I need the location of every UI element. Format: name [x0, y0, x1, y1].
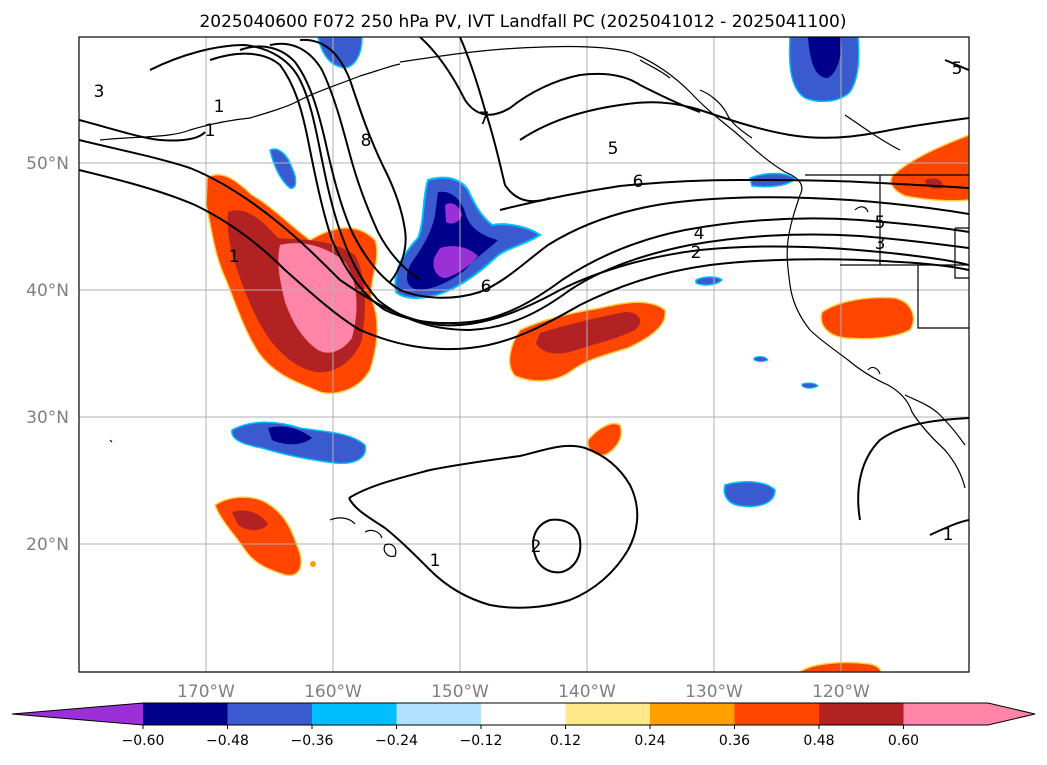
colorbar-tick-label: 0.36 [719, 733, 750, 749]
positive-core-hawaii-west [232, 510, 268, 531]
contour-label: 8 [361, 131, 372, 151]
colorbar-segment [312, 703, 397, 725]
contour-label: 1 [430, 551, 441, 571]
lat-label: 50°N [26, 154, 69, 174]
negative-core-subtropical-west [268, 426, 312, 445]
negative-small-3 [801, 382, 819, 389]
lon-label: 150°W [431, 682, 489, 702]
lon-label: 140°W [558, 682, 616, 702]
colorbar-tick-label: −0.36 [291, 733, 334, 749]
negative-small-subtropical-east [723, 480, 776, 508]
negative-small-gulf [269, 148, 297, 189]
contour-label: 3 [875, 234, 886, 254]
contour-label: 7 [479, 109, 490, 129]
contour-label: 1 [943, 525, 954, 545]
colorbar-tick-label: −0.24 [375, 733, 418, 749]
pv-contours [79, 37, 969, 609]
contour-label: 5 [608, 139, 619, 159]
lon-label: 170°W [177, 682, 235, 702]
colorbar-extend-min [12, 703, 143, 725]
latitude-labels: 50°N 40°N 30°N 20°N [26, 154, 69, 555]
colorbar-segment [481, 703, 566, 725]
colorbar-segment [143, 703, 228, 725]
gridlines [79, 37, 969, 672]
contour-label: 3 [94, 82, 105, 102]
lat-label: 30°N [26, 408, 69, 428]
contour-label: 2 [691, 243, 702, 263]
colorbar-tick-label: 0.60 [888, 733, 919, 749]
positive-region-california [820, 296, 915, 340]
colorbar-segment [396, 703, 482, 725]
negative-small-2 [753, 356, 769, 362]
lon-label: 130°W [685, 682, 743, 702]
colorbar-extend-max [988, 703, 1035, 725]
contour-label: 6 [633, 172, 644, 192]
colorbar-tick-label: 0.48 [803, 733, 834, 749]
negative-core-purple [433, 246, 478, 278]
colorbar-tick-label: 0.12 [550, 733, 581, 749]
figure-title: 2025040600 F072 250 hPa PV, IVT Landfall… [199, 12, 846, 32]
colorbar: −0.60 −0.48 −0.36 −0.24 −0.12 0.12 0.24 0.36 0.4… [11, 702, 1036, 749]
contour-label: 4 [694, 224, 705, 244]
positive-dot [310, 561, 316, 567]
contour-label: 5 [875, 213, 886, 233]
negative-core-purple-2 [445, 203, 462, 224]
colorbar-tick-label: −0.12 [460, 733, 503, 749]
lat-label: 20°N [26, 535, 69, 555]
contour-label: 1 [214, 97, 225, 117]
colorbar-segment [565, 703, 651, 725]
colorbar-tick-label: 0.24 [634, 733, 665, 749]
colorbar-tick-label: −0.48 [206, 733, 249, 749]
contour-label: 1 [229, 247, 240, 267]
contour-label: 5 [952, 59, 963, 79]
colorbar-segment [819, 703, 904, 725]
positive-bottom-edge [798, 661, 882, 672]
lat-label: 40°N [26, 281, 69, 301]
negative-core-alaska-panhandle [808, 37, 842, 78]
positive-core-east [536, 312, 641, 354]
negative-core-navy [406, 191, 498, 290]
contour-label: 1 [205, 121, 216, 141]
colorbar-segment [227, 703, 313, 725]
colorbar-tick-label: −0.60 [122, 733, 165, 749]
lon-label: 120°W [812, 682, 870, 702]
contour-labels: 3 1 1 8 7 5 6 5 4 3 2 6 1 2 1 1 5 [94, 59, 963, 571]
map-panel: 3 1 1 8 7 5 6 5 4 3 2 6 1 2 1 1 5 [79, 37, 969, 672]
negative-small-1 [695, 276, 724, 286]
colorbar-segment [903, 703, 989, 725]
colorbar-segment [650, 703, 735, 725]
lon-label: 160°W [304, 682, 362, 702]
contour-label: 6 [481, 277, 492, 297]
contour-label: 2 [531, 537, 542, 557]
coastlines [99, 45, 969, 557]
map-border [78, 36, 970, 673]
longitude-labels: 170°W 160°W 150°W 140°W 130°W 120°W [177, 682, 870, 702]
colorbar-segment [734, 703, 820, 725]
